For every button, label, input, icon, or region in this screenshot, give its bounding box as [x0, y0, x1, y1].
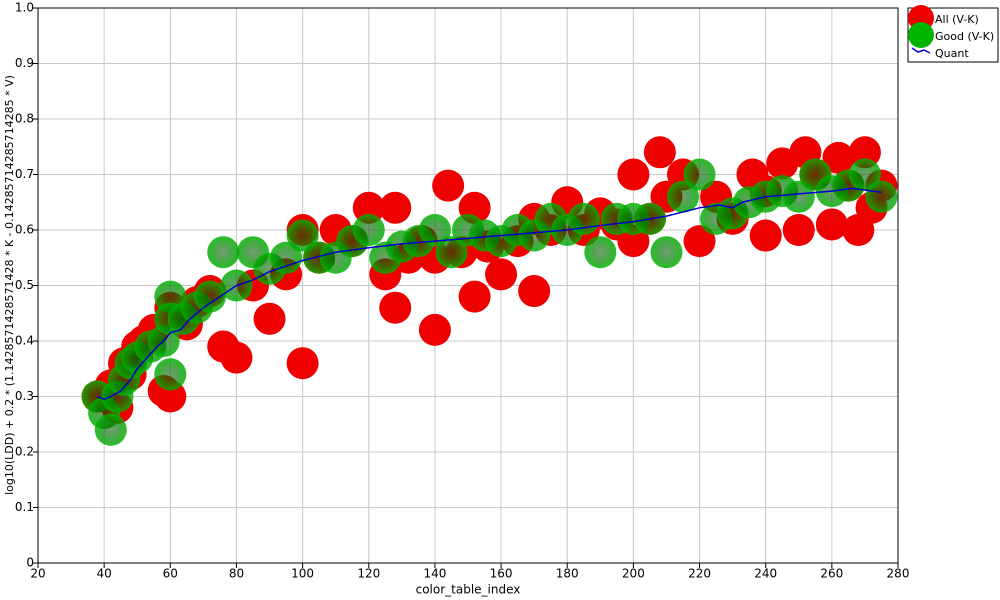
point — [418, 214, 451, 246]
y-axis-label: log10(LDD) + 0.2 * (1.1428571428571428 *… — [3, 75, 16, 495]
point — [865, 180, 898, 213]
legend-label: Good (V-K) — [935, 30, 994, 43]
plot-marks — [81, 136, 898, 446]
y-tick-label: 0.1 — [15, 500, 34, 514]
x-tick-label: 160 — [490, 567, 513, 581]
y-tick-label: 0.8 — [15, 112, 34, 126]
point — [782, 180, 815, 213]
point — [418, 313, 451, 346]
x-tick-label: 20 — [30, 567, 45, 581]
point — [286, 347, 319, 380]
x-tick-label: 40 — [97, 567, 112, 581]
x-tick-label: 100 — [291, 567, 314, 581]
y-tick-label: 0.2 — [15, 445, 34, 459]
point — [220, 341, 253, 374]
x-tick-label: 260 — [820, 567, 843, 581]
point — [435, 236, 468, 269]
point — [567, 202, 600, 235]
point — [667, 180, 699, 213]
point — [286, 219, 319, 252]
point — [485, 258, 518, 291]
point — [352, 214, 385, 246]
legend-swatch — [908, 22, 934, 48]
point — [683, 158, 716, 191]
x-tick-label: 80 — [229, 567, 244, 581]
point — [822, 141, 855, 174]
plot-frame — [37, 7, 899, 564]
x-tick-label: 60 — [163, 567, 178, 581]
point — [749, 219, 782, 252]
point — [379, 291, 412, 324]
legend-label: Quant — [935, 47, 969, 60]
point — [848, 136, 881, 169]
legend-entries: All (V-K) Good (V-K) Quant — [908, 5, 994, 60]
y-tick-label: 0 — [26, 556, 34, 570]
point — [432, 169, 465, 202]
point — [815, 208, 848, 241]
x-tick-label: 220 — [688, 567, 711, 581]
x-tick-label: 120 — [357, 567, 380, 581]
y-tick-label: 0.9 — [15, 56, 34, 70]
x-tick-label: 280 — [887, 567, 910, 581]
point — [683, 225, 716, 258]
point — [617, 225, 650, 258]
x-tick-label: 180 — [556, 567, 579, 581]
x-axis-label: color_table_index — [416, 583, 521, 597]
point — [518, 275, 551, 308]
point — [643, 136, 676, 169]
line — [97, 187, 882, 401]
x-tick-label: 240 — [754, 567, 777, 581]
point — [194, 280, 226, 313]
point — [379, 191, 412, 224]
y-tick-label: 0.5 — [15, 278, 34, 292]
point — [848, 158, 881, 191]
y-tick-label: 0.6 — [15, 223, 34, 237]
point — [154, 358, 187, 391]
y-tick-label: 1.0 — [15, 1, 34, 15]
point — [253, 302, 286, 335]
x-tick-label: 140 — [423, 567, 446, 581]
point — [270, 241, 303, 274]
point — [207, 236, 240, 269]
point — [584, 236, 617, 269]
point — [458, 280, 491, 313]
legend-label: All (V-K) — [935, 13, 979, 26]
point — [617, 158, 650, 191]
legend-swatch — [911, 47, 931, 54]
point — [94, 413, 127, 446]
x-tick-label: 200 — [622, 567, 645, 581]
point — [352, 191, 385, 224]
point — [782, 214, 815, 246]
point — [650, 236, 683, 269]
y-tick-label: 0.3 — [15, 389, 34, 403]
y-tick-label: 0.4 — [15, 334, 34, 348]
y-tick-label: 0.7 — [15, 167, 34, 181]
point — [154, 380, 187, 413]
